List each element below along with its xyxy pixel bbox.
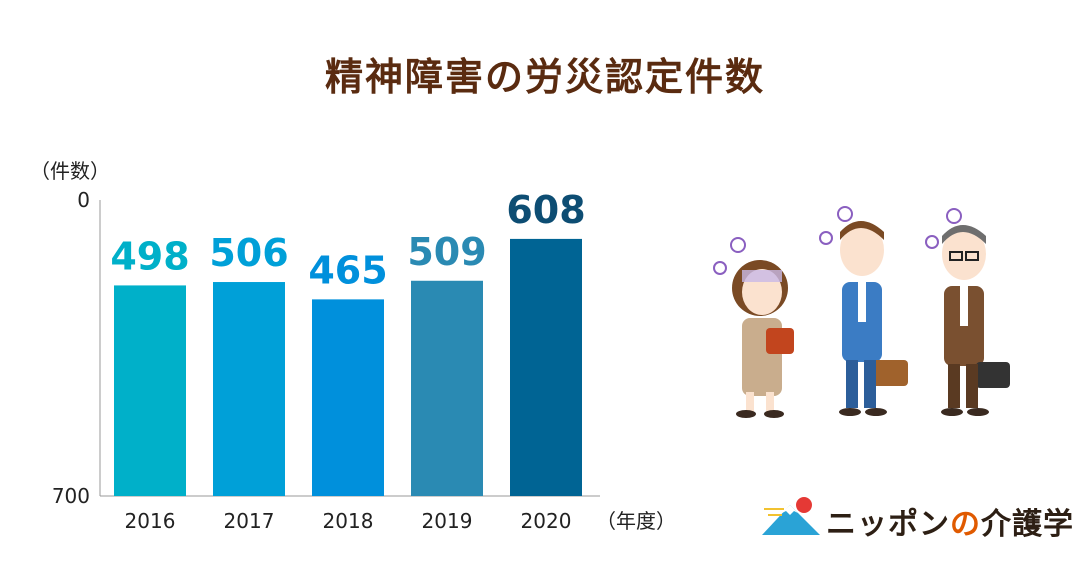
chart-title: 精神障害の労災認定件数 bbox=[324, 55, 765, 99]
brand-name-no: の bbox=[950, 507, 981, 542]
mount-fuji-logo-icon bbox=[762, 497, 820, 535]
brand-logo: ニッポンの介護学 bbox=[760, 495, 1080, 545]
x-tick-label-2017: 2017 bbox=[224, 509, 275, 533]
brand-name-main: ニッポン bbox=[826, 507, 950, 542]
brand-name: ニッポンの介護学 bbox=[826, 499, 1074, 543]
data-label-2017: 506 bbox=[209, 231, 288, 275]
data-label-2018: 465 bbox=[308, 248, 387, 292]
bar-2019 bbox=[411, 280, 483, 496]
x-tick-label-2020: 2020 bbox=[521, 509, 572, 533]
data-label-2016: 498 bbox=[110, 234, 189, 278]
x-tick-label-2018: 2018 bbox=[323, 509, 374, 533]
older-man-worker-figure bbox=[925, 208, 1010, 416]
bar-2020 bbox=[510, 238, 582, 496]
x-tick-label-2019: 2019 bbox=[422, 509, 473, 533]
y-tick-label: 0 bbox=[77, 188, 90, 212]
data-label-2020: 608 bbox=[506, 188, 585, 232]
y-axis-label: （件数） bbox=[30, 159, 110, 183]
data-label-2019: 509 bbox=[407, 230, 486, 274]
y-tick-label: 700 bbox=[52, 484, 90, 508]
brand-name-tail: 介護学 bbox=[981, 507, 1074, 542]
young-man-worker-figure bbox=[819, 206, 908, 416]
bar-2018 bbox=[312, 299, 384, 496]
woman-worker-figure bbox=[713, 237, 794, 418]
bar-2016 bbox=[114, 285, 186, 496]
bar-2017 bbox=[213, 282, 285, 496]
x-axis-label: （年度） bbox=[596, 509, 676, 533]
x-tick-label-2016: 2016 bbox=[125, 509, 176, 533]
tired-workers-illustration bbox=[713, 206, 1010, 418]
